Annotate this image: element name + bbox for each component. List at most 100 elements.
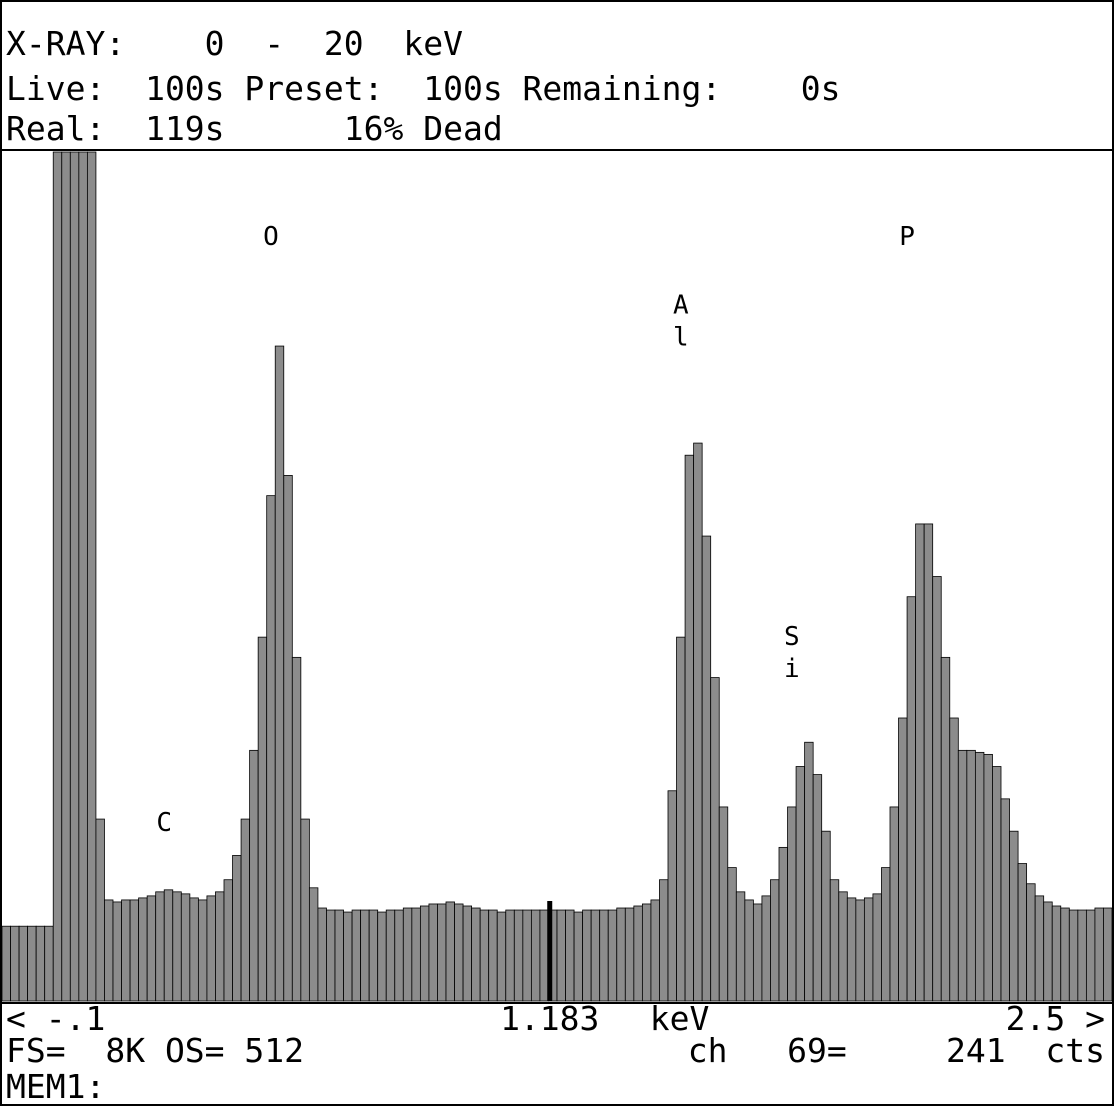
bar	[966, 749, 976, 1002]
bar	[898, 717, 908, 1002]
bar	[1051, 905, 1062, 1002]
bar	[462, 905, 473, 1002]
bar	[974, 751, 985, 1002]
bar	[112, 901, 122, 1002]
cursor-label: 1.183	[500, 999, 599, 1038]
bar	[496, 911, 507, 1002]
bar	[121, 899, 131, 1002]
bar	[300, 818, 310, 1002]
bar	[659, 879, 669, 1002]
bar	[599, 909, 609, 1002]
bar	[1009, 830, 1019, 1002]
bar	[838, 891, 848, 1002]
bar	[573, 911, 584, 1002]
bar	[274, 345, 285, 1002]
bar	[1000, 798, 1010, 1002]
bar	[377, 911, 387, 1002]
bar	[18, 925, 29, 1002]
bar	[95, 818, 105, 1002]
bar	[86, 151, 97, 1002]
bar	[10, 925, 20, 1002]
bar	[35, 925, 46, 1002]
bar	[334, 909, 344, 1002]
bar	[206, 895, 216, 1002]
bar	[1, 925, 11, 1002]
bar	[513, 909, 524, 1002]
header-line: X-RAY: 0 - 20 keV	[6, 24, 463, 63]
bar	[1060, 907, 1070, 1002]
bar	[1094, 907, 1104, 1002]
bar	[881, 867, 891, 1002]
bar	[1103, 907, 1113, 1002]
bar	[923, 523, 934, 1002]
bar	[351, 909, 362, 1002]
bar	[394, 909, 404, 1002]
bar	[240, 818, 251, 1002]
bar	[718, 806, 729, 1002]
bar	[360, 909, 370, 1002]
bar	[855, 899, 865, 1002]
bar	[778, 846, 788, 1002]
bar	[915, 523, 925, 1002]
bar	[676, 636, 686, 1002]
bar	[624, 907, 635, 1002]
bar	[590, 909, 601, 1002]
bar	[650, 899, 660, 1002]
bar	[710, 677, 720, 1002]
bar	[411, 907, 421, 1002]
bar	[556, 909, 566, 1002]
bar	[180, 893, 191, 1002]
bar	[257, 636, 268, 1002]
bar	[283, 475, 293, 1002]
bar	[667, 790, 677, 1002]
bar	[949, 717, 959, 1002]
bar	[61, 151, 71, 1002]
bar	[1068, 909, 1079, 1002]
bar	[633, 905, 643, 1002]
bar	[821, 830, 831, 1002]
bar	[104, 899, 114, 1002]
bar	[684, 454, 695, 1002]
bar	[138, 897, 148, 1002]
bar	[266, 495, 276, 1002]
bar	[744, 899, 754, 1002]
bar	[957, 749, 968, 1002]
bar	[565, 909, 575, 1002]
footer-line: MEM1:	[6, 1067, 105, 1106]
bar	[1034, 895, 1045, 1002]
bar	[129, 899, 140, 1002]
bar	[471, 907, 481, 1002]
bar	[940, 656, 951, 1002]
bar	[308, 887, 319, 1002]
bar	[752, 903, 763, 1002]
bar	[163, 889, 174, 1002]
bar	[1026, 883, 1036, 1002]
bar	[1077, 909, 1087, 1002]
bar	[693, 442, 703, 1002]
bar	[402, 907, 413, 1002]
bar	[770, 879, 780, 1002]
bar	[291, 656, 302, 1002]
bar	[479, 909, 490, 1002]
bar	[78, 151, 88, 1002]
header-line: Live: 100s Preset: 100s Remaining: 0s	[6, 69, 840, 108]
bar	[932, 576, 942, 1002]
bar	[317, 907, 327, 1002]
bar	[172, 891, 182, 1002]
x-unit: keV	[650, 999, 710, 1038]
bar	[232, 855, 242, 1002]
bar	[368, 909, 379, 1002]
bar	[454, 903, 464, 1002]
bar	[812, 774, 823, 1002]
bar	[530, 909, 541, 1002]
bar	[992, 766, 1002, 1002]
bar	[343, 911, 353, 1002]
bar	[223, 879, 233, 1002]
bar	[983, 753, 993, 1002]
footer-line: ch 69= 241 cts	[688, 1031, 1105, 1070]
